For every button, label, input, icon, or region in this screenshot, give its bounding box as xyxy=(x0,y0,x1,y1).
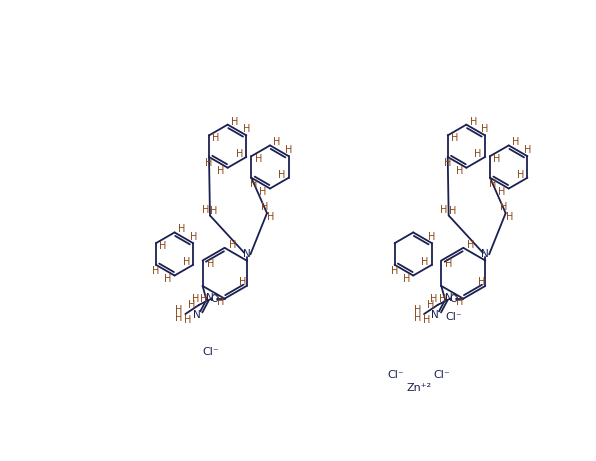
Text: N⁺: N⁺ xyxy=(206,293,219,303)
Text: H: H xyxy=(243,124,250,134)
Text: H: H xyxy=(498,187,505,196)
Text: Cl⁻: Cl⁻ xyxy=(387,370,404,380)
Text: H: H xyxy=(427,300,434,310)
Text: H: H xyxy=(236,149,243,159)
Text: H: H xyxy=(517,170,524,180)
Text: H: H xyxy=(175,305,183,315)
Text: Cl⁻: Cl⁻ xyxy=(433,370,450,380)
Text: H: H xyxy=(467,240,474,250)
Text: H: H xyxy=(285,145,293,155)
Text: H: H xyxy=(152,266,160,276)
Text: Zn⁺²: Zn⁺² xyxy=(406,383,431,393)
Text: N⁺: N⁺ xyxy=(445,293,458,303)
Text: H: H xyxy=(267,212,275,222)
Text: N: N xyxy=(243,249,250,260)
Text: H: H xyxy=(414,313,421,323)
Text: N: N xyxy=(482,249,489,260)
Text: H: H xyxy=(190,232,197,242)
Text: H: H xyxy=(414,305,421,315)
Text: H: H xyxy=(493,154,501,164)
Text: N: N xyxy=(193,310,200,320)
Text: H: H xyxy=(421,257,429,266)
Text: H: H xyxy=(439,294,446,304)
Text: H: H xyxy=(188,300,195,310)
Text: H: H xyxy=(201,205,209,215)
Text: H: H xyxy=(159,241,166,251)
Text: H: H xyxy=(474,149,482,159)
Text: H: H xyxy=(423,315,430,325)
Text: H: H xyxy=(444,158,451,168)
Text: H: H xyxy=(217,297,225,307)
Text: H: H xyxy=(261,202,268,212)
Text: H: H xyxy=(212,134,219,143)
Text: H: H xyxy=(239,277,246,287)
Text: H: H xyxy=(403,274,410,284)
Text: H: H xyxy=(231,117,238,126)
Text: H: H xyxy=(164,274,171,284)
Text: H: H xyxy=(278,170,285,180)
Text: H: H xyxy=(482,124,489,134)
Text: H: H xyxy=(205,158,213,168)
Text: H: H xyxy=(499,202,507,212)
Text: O: O xyxy=(449,294,457,304)
Text: H: H xyxy=(274,137,281,148)
Text: H: H xyxy=(175,313,183,323)
Text: H: H xyxy=(184,315,191,325)
Text: H: H xyxy=(456,297,463,307)
Text: H: H xyxy=(182,257,190,266)
Text: H: H xyxy=(506,212,513,222)
Text: H: H xyxy=(207,259,214,269)
Text: H: H xyxy=(451,134,458,143)
Text: H: H xyxy=(456,166,463,176)
Text: H: H xyxy=(178,225,185,234)
Text: H: H xyxy=(200,294,207,304)
Text: O: O xyxy=(210,294,219,304)
Text: Cl⁻: Cl⁻ xyxy=(445,312,462,322)
Text: H: H xyxy=(440,205,448,215)
Text: H: H xyxy=(217,166,225,176)
Text: H: H xyxy=(391,266,398,276)
Text: H: H xyxy=(229,240,236,250)
Text: H: H xyxy=(210,206,218,216)
Text: H: H xyxy=(192,294,199,304)
Text: H: H xyxy=(512,137,519,148)
Text: H: H xyxy=(250,179,257,189)
Text: H: H xyxy=(489,179,496,189)
Text: H: H xyxy=(259,187,267,196)
Text: H: H xyxy=(470,117,477,126)
Text: H: H xyxy=(430,294,437,304)
Text: H: H xyxy=(254,154,262,164)
Text: N: N xyxy=(432,310,439,320)
Text: H: H xyxy=(445,259,453,269)
Text: H: H xyxy=(478,277,485,287)
Text: Cl⁻: Cl⁻ xyxy=(203,347,219,357)
Text: H: H xyxy=(429,232,436,242)
Text: H: H xyxy=(449,206,456,216)
Text: H: H xyxy=(524,145,531,155)
